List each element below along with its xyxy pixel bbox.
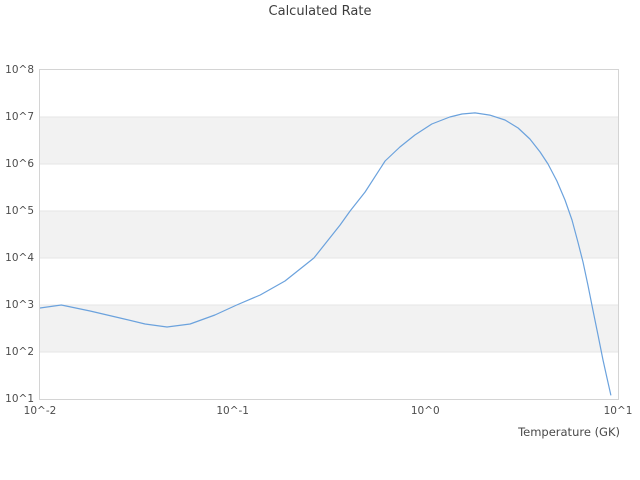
y-tick-label: 10^2 bbox=[5, 346, 34, 358]
decade-band bbox=[40, 211, 618, 258]
y-tick-label: 10^7 bbox=[5, 111, 34, 123]
chart-title: Calculated Rate bbox=[268, 4, 372, 19]
y-axis-tick-labels: 10^8 10^7 10^6 10^5 10^4 10^3 10^2 10^1 bbox=[0, 64, 36, 405]
decade-band bbox=[40, 117, 618, 164]
y-tick-label: 10^6 bbox=[5, 158, 34, 170]
y-tick-label: 10^3 bbox=[5, 299, 34, 311]
y-tick-label: 10^4 bbox=[5, 252, 34, 264]
x-tick-label: 10^-1 bbox=[216, 405, 249, 417]
x-tick-label: 10^1 bbox=[603, 405, 633, 417]
x-tick-label: 10^0 bbox=[410, 405, 440, 417]
decade-band bbox=[40, 305, 618, 352]
y-tick-label: 10^8 bbox=[5, 64, 34, 76]
y-tick-label: 10^1 bbox=[5, 393, 34, 405]
x-axis-label: Temperature (GK) bbox=[518, 425, 620, 439]
rate-curve-plot bbox=[40, 112, 618, 396]
rate-curve-line bbox=[40, 112, 612, 396]
x-axis-tick-labels: 10^-2 10^-1 10^0 10^1 bbox=[24, 404, 633, 419]
x-tick-label: 10^-2 bbox=[23, 405, 57, 417]
y-tick-label: 10^5 bbox=[5, 205, 34, 217]
plot-area bbox=[39, 69, 619, 400]
